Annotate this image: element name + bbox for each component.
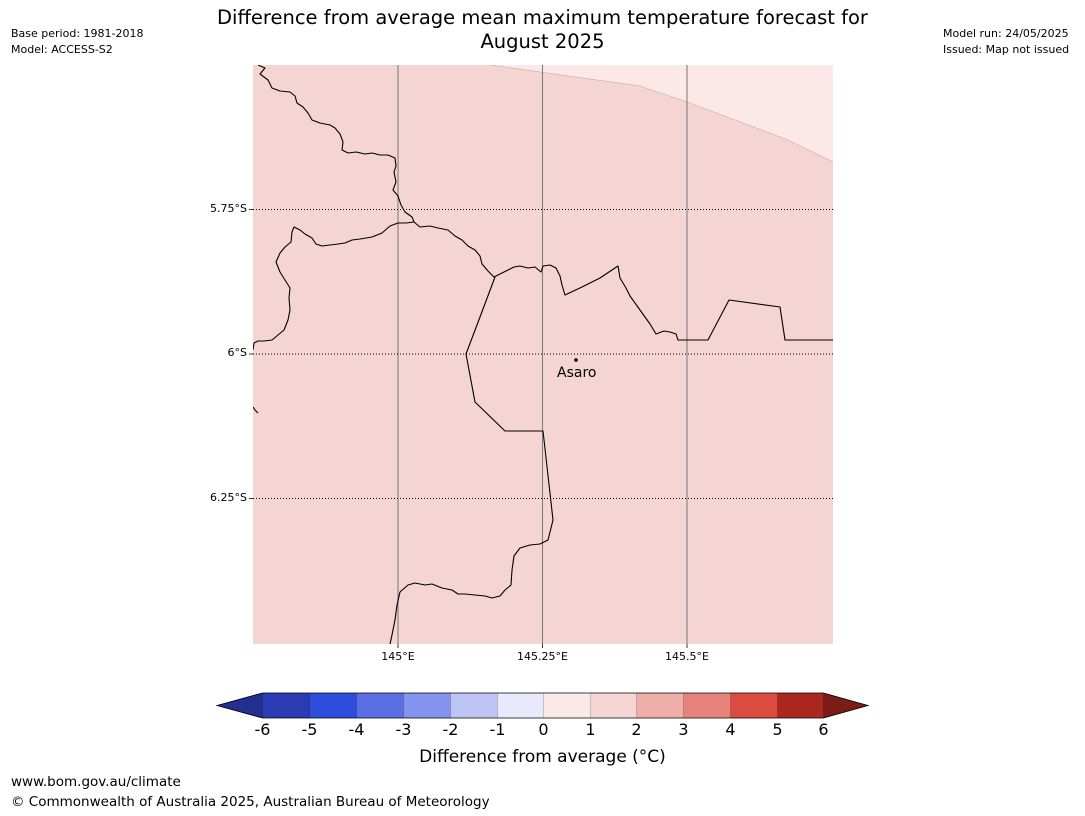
colorbar-segment (309, 693, 357, 718)
colorbar-outline (215, 692, 870, 719)
base-period-text: Base period: 1981-2018 (11, 27, 144, 40)
axis-ticks (249, 209, 688, 648)
colorbar (215, 692, 870, 719)
lat-label-5-75: 5.75°S (210, 202, 247, 215)
colorbar-segment (356, 693, 404, 718)
lat-label-6: 6°S (227, 346, 247, 359)
colorbar-tick-label: 6 (818, 720, 829, 739)
colorbar-tick-label: 0 (538, 720, 549, 739)
title-line-2: August 2025 (480, 30, 605, 53)
page-title: Difference from average mean maximum tem… (160, 6, 925, 54)
colorbar-segment (636, 693, 684, 718)
footer-copyright: © Commonwealth of Australia 2025, Austra… (11, 794, 490, 810)
contour-edge (489, 65, 833, 163)
colorbar-tick-label: -2 (442, 720, 459, 739)
title-line-1: Difference from average mean maximum tem… (217, 6, 868, 29)
colorbar-segment (777, 693, 824, 718)
colorbar-segment (590, 693, 637, 718)
colorbar-tick-label: 1 (585, 720, 596, 739)
lat-label-6-25: 6.25°S (210, 491, 247, 504)
colorbar-tick-label: 2 (631, 720, 642, 739)
anomaly-fill-0-to-1 (490, 65, 833, 162)
province-boundaries (253, 65, 833, 644)
boundary-central (413, 221, 833, 341)
colorbar-tick-label: -1 (489, 720, 506, 739)
boundary-west-tail (253, 406, 259, 414)
colorbar-tick-label: 5 (772, 720, 783, 739)
colorbar-tick-label: -6 (254, 720, 271, 739)
boundary-north (253, 65, 415, 351)
colorbar-tick-label: 4 (725, 720, 736, 739)
meta-right: Model run: 24/05/2025 Issued: Map not is… (943, 26, 1069, 58)
lon-label-145-5: 145.5°E (665, 650, 709, 663)
colorbar-segment (262, 693, 310, 718)
lon-label-145-25: 145.25°E (517, 650, 568, 663)
colorbar-tick-label: 3 (678, 720, 689, 739)
colorbar-dividers (262, 693, 824, 718)
lon-label-145: 145°E (381, 650, 415, 663)
asaro-marker (574, 358, 578, 362)
colorbar-tick-label: -3 (395, 720, 412, 739)
colorbar-tick-label: -5 (301, 720, 318, 739)
parallels (253, 209, 833, 499)
colorbar-segment (730, 693, 778, 718)
map-area (253, 65, 833, 644)
colorbar-segment (497, 693, 544, 718)
issued-text: Issued: Map not issued (943, 43, 1070, 56)
meta-left: Base period: 1981-2018 Model: ACCESS-S2 (11, 26, 143, 58)
colorbar-segment (683, 693, 731, 718)
colorbar-tick-label: -4 (348, 720, 365, 739)
footer-url: www.bom.gov.au/climate (11, 774, 181, 790)
colorbar-title: Difference from average (°C) (419, 747, 666, 767)
colorbar-extend-high (823, 693, 868, 718)
model-text: Model: ACCESS-S2 (11, 43, 113, 56)
colorbar-segment (543, 693, 591, 718)
colorbar-extend-low (217, 693, 263, 718)
meridians (397, 65, 688, 644)
model-run-text: Model run: 24/05/2025 (943, 27, 1069, 40)
place-label-asaro: Asaro (557, 365, 597, 381)
colorbar-segment (450, 693, 498, 718)
colorbar-segment (403, 693, 451, 718)
boundary-south (389, 276, 554, 644)
